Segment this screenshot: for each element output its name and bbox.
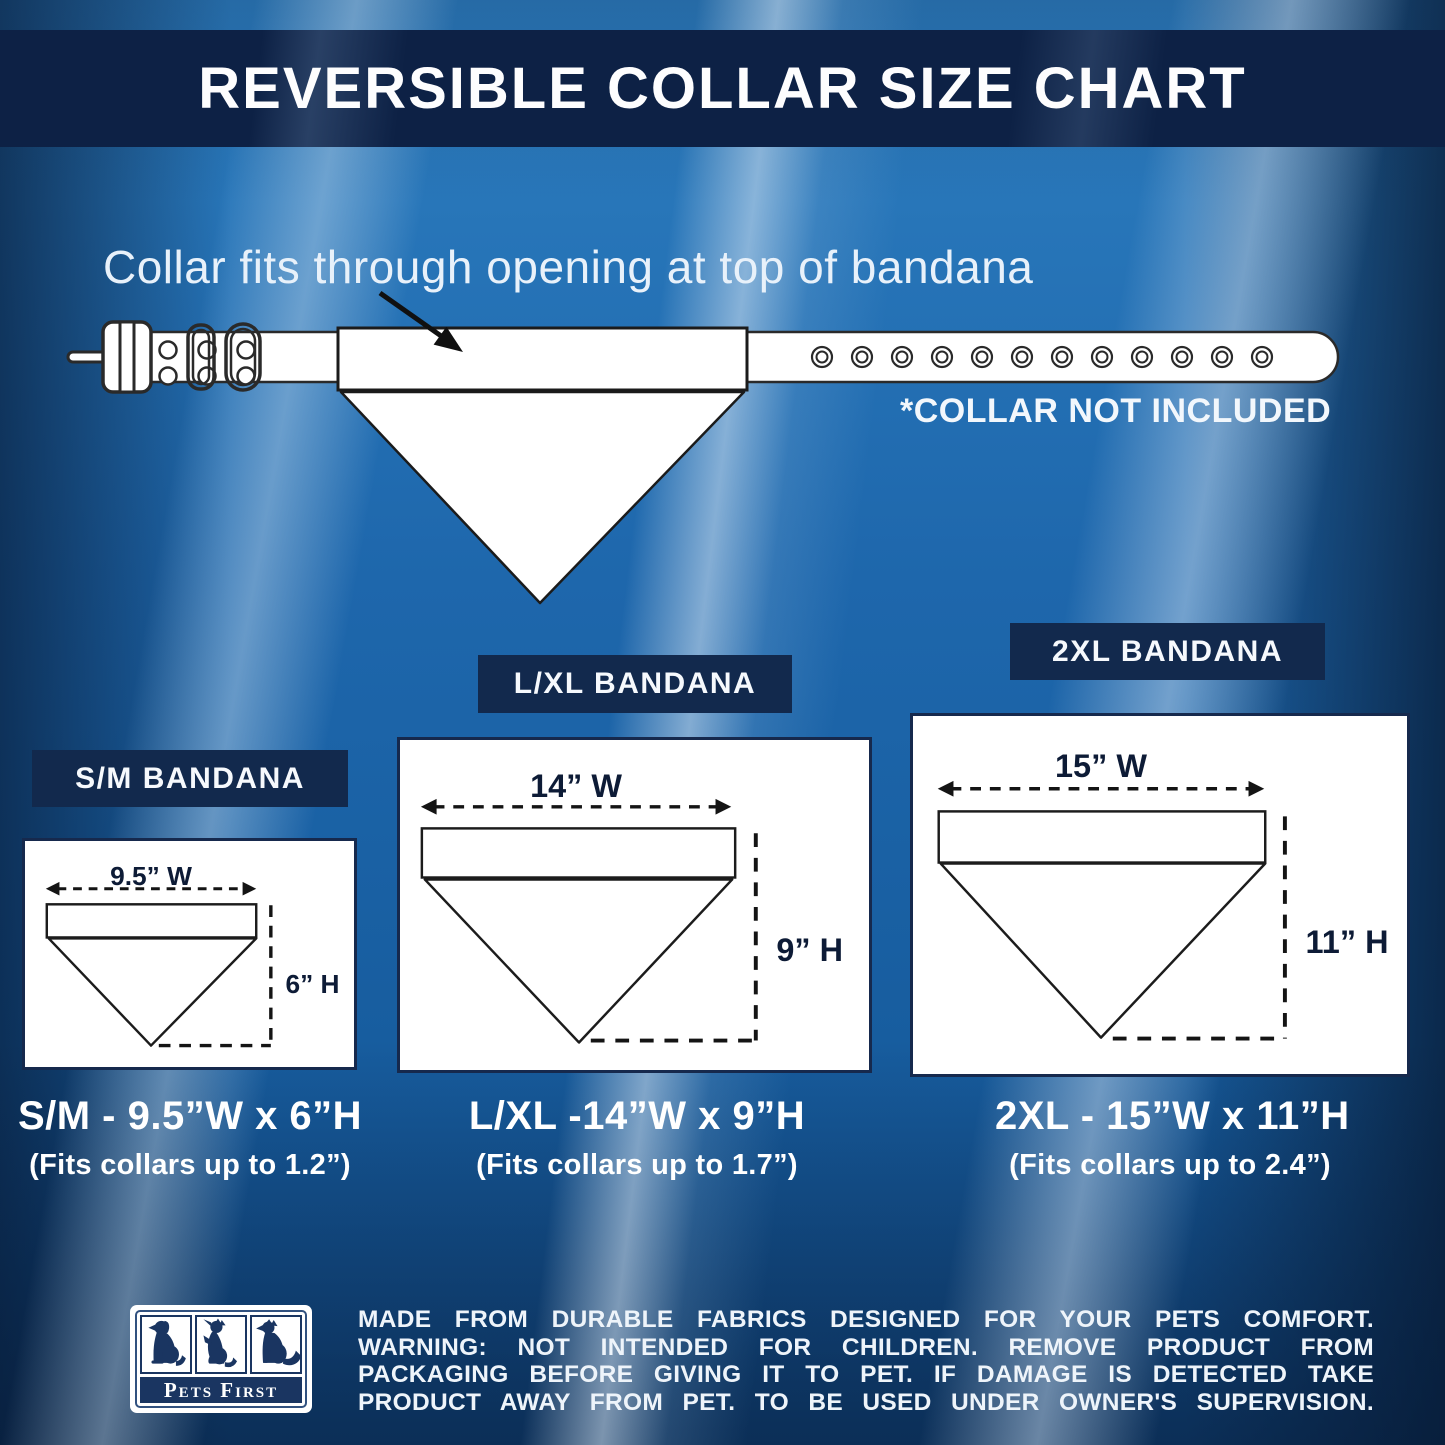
xxl-width-label: 15” W [1055, 748, 1147, 784]
sm-height-dimension-line [158, 905, 273, 1048]
sm-panel-label-text: S/M BANDANA [75, 761, 305, 795]
pets-first-logo: Pets First [130, 1305, 312, 1413]
logo-text: Pets First [163, 1378, 279, 1402]
lxl-width-label: 14” W [530, 768, 622, 804]
xxl-panel-label-text: 2XL BANDANA [1052, 634, 1283, 668]
page-title: REVERSIBLE COLLAR SIZE CHART [198, 56, 1247, 121]
xxl-size-diagram: 15” W 11” H [937, 748, 1389, 1041]
sm-height-label: 6” H [285, 969, 339, 999]
sm-bandana-triangle [47, 937, 258, 1047]
disclaimer-text: MADE FROM DURABLE FABRICS DESIGNED FOR Y… [358, 1306, 1374, 1416]
pets-first-logo-inner: Pets First [135, 1310, 307, 1408]
title-banner: REVERSIBLE COLLAR SIZE CHART [0, 30, 1445, 147]
collar-illustration [66, 290, 1340, 605]
bandana-triangle [339, 390, 746, 605]
sm-panel-label: S/M BANDANA [32, 750, 348, 807]
xxl-size-label: 2XL - 15”W x 11”H (Fits collars up to 2.… [995, 1094, 1350, 1182]
lxl-size-label: L/XL -14”W x 9”H (Fits collars up to 1.7… [462, 1094, 812, 1182]
sm-fits-line: (Fits collars up to 1.2”) [29, 1149, 351, 1181]
disclaimer-line: PRODUCT AWAY FROM PET. TO BE USED UNDER … [358, 1388, 1374, 1416]
xxl-fits-line: (Fits collars up to 2.4”) [1009, 1149, 1331, 1181]
collar-caption: Collar fits through opening at top of ba… [103, 241, 1034, 293]
lxl-width-arrow [420, 798, 732, 815]
bandana-band [336, 326, 749, 392]
collar-note: *COLLAR NOT INCLUDED [900, 392, 1332, 430]
xxl-bandana-band [937, 810, 1267, 864]
lxl-height-label: 9” H [776, 932, 843, 968]
sm-diagram-box: 9.5” W 6” H [22, 838, 357, 1070]
xxl-height-dimension-line [1112, 816, 1287, 1041]
dog-silhouette-icon [256, 1319, 302, 1366]
sm-size-line: S/M - 9.5”W x 6”H [17, 1094, 363, 1138]
logo-dogs-row [140, 1315, 302, 1374]
lxl-size-line: L/XL -14”W x 9”H [468, 1094, 806, 1138]
dog-frame-1 [140, 1315, 192, 1374]
collar-adjust-holes [810, 345, 1274, 369]
lxl-bandana-band [420, 827, 737, 879]
dog-silhouette-icon [148, 1320, 186, 1366]
collar-buckle-holes [158, 340, 256, 386]
dog-frame-3 [250, 1315, 302, 1374]
dog-silhouette-icon [203, 1318, 238, 1368]
xxl-bandana-triangle [939, 862, 1267, 1039]
logo-band: Pets First [140, 1377, 302, 1403]
xxl-panel-label: 2XL BANDANA [1010, 623, 1325, 680]
collar-buckle [66, 320, 153, 394]
xxl-diagram-box: 15” W 11” H [910, 713, 1410, 1077]
sm-size-diagram: 9.5” W 6” H [45, 861, 340, 1048]
sm-bandana-band [45, 903, 258, 939]
lxl-bandana-triangle [423, 878, 734, 1044]
lxl-fits-line: (Fits collars up to 1.7”) [476, 1149, 798, 1181]
pointer-arrow-icon [378, 290, 463, 352]
lxl-size-diagram: 14” W 9” H [420, 768, 843, 1044]
lxl-panel-label: L/XL BANDANA [478, 655, 792, 713]
disclaimer-line: PACKAGING BEFORE GIVING IT TO PET. IF DA… [358, 1361, 1374, 1388]
sm-size-label: S/M - 9.5”W x 6”H (Fits collars up to 1.… [15, 1094, 365, 1182]
collar-keeper-loops [186, 322, 262, 392]
dog-frame-2 [195, 1315, 247, 1374]
disclaimer-line: WARNING: NOT INTENDED FOR CHILDREN. REMO… [358, 1333, 1374, 1361]
disclaimer-line: MADE FROM DURABLE FABRICS DESIGNED FOR Y… [358, 1306, 1374, 1333]
xxl-size-line: 2XL - 15”W x 11”H [995, 1094, 1350, 1138]
xxl-height-label: 11” H [1306, 924, 1389, 960]
lxl-height-dimension-line [590, 833, 758, 1043]
sm-width-label: 9.5” W [110, 861, 192, 891]
lxl-panel-label-text: L/XL BANDANA [513, 667, 757, 700]
lxl-diagram-box: 14” W 9” H [397, 737, 872, 1073]
